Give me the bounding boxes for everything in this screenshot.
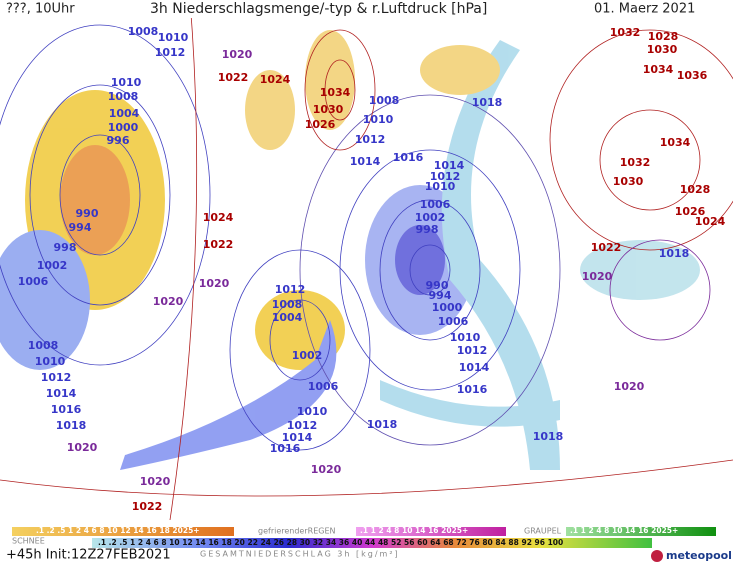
isobar-label: 1022	[132, 500, 163, 513]
graupel-scale: .1 1 2 4 8 10 14 16 2025+	[570, 526, 678, 535]
isobar-label: 1020	[199, 277, 230, 290]
header-date: 01. Maerz 2021	[594, 2, 695, 17]
isobar-label: 1024	[695, 215, 726, 228]
isobar-label: 1012	[41, 371, 72, 384]
brand: meteopool.org	[666, 549, 733, 562]
isobar-label: 1004	[272, 311, 303, 324]
isobar-label: 1020	[614, 380, 645, 393]
isobar-label: 1006	[308, 380, 339, 393]
isobar-label: 1008	[272, 298, 303, 311]
total-scale: .1 .2 .5 1 2 4 6 8 10 12 14 16 18 20 22 …	[98, 538, 563, 547]
isobar-label: 1008	[128, 25, 159, 38]
snow-label: SCHNEE	[12, 537, 45, 546]
isobar-label: 1010	[35, 355, 66, 368]
isobar-label: 1026	[675, 205, 706, 218]
isobar-label: 1000	[108, 121, 139, 134]
isobar-label: 1008	[108, 90, 139, 103]
isobar-label: 1008	[28, 339, 59, 352]
isobar-label: 1028	[648, 30, 679, 43]
isobar-label: 990	[426, 279, 449, 292]
isobar-label: 1010	[158, 31, 189, 44]
isobar-label: 1026	[305, 118, 336, 131]
run-info: +45h Init:12Z27FEB2021	[6, 548, 171, 563]
isobar-label: 1034	[643, 63, 674, 76]
header-title: 3h Niederschlagsmenge/-typ & r.Luftdruck…	[150, 1, 487, 17]
isobar-label: 1022	[203, 238, 234, 251]
isobar-label: 1020	[140, 475, 171, 488]
isobar-label: 1010	[450, 331, 481, 344]
isobar-label: 1020	[153, 295, 184, 308]
isobar-label: 1018	[659, 247, 690, 260]
isobar-label: 1012	[275, 283, 306, 296]
rain-label: gefrierenderREGEN	[258, 527, 336, 536]
isobar-label: 1016	[457, 383, 488, 396]
isobar-label: 1016	[270, 442, 301, 455]
isobar-label: 1006	[18, 275, 49, 288]
isobar-label: 990	[76, 207, 99, 220]
isobar-label: 1002	[415, 211, 446, 224]
isobar-label: 1014	[282, 431, 313, 444]
isobar-label: 1010	[297, 405, 328, 418]
isobar-label: 1018	[56, 419, 87, 432]
isobar-label: 1002	[37, 259, 68, 272]
isobar-label: 994	[69, 221, 92, 234]
isobar-label: 1034	[660, 136, 691, 149]
isobar-label: 1010	[111, 76, 142, 89]
isobar-label: 1034	[320, 86, 351, 99]
isobar-label: 1006	[420, 198, 451, 211]
isobar-label: 1036	[677, 69, 708, 82]
precip-areas	[0, 30, 700, 470]
rain-scale: .1 1 2 4 8 10 14 16 2025+	[360, 526, 468, 535]
graupel-label: GRAUPEL	[524, 527, 562, 536]
header-bar	[0, 0, 733, 18]
isobar-label: 1024	[260, 73, 291, 86]
isobar-label: 1024	[203, 211, 234, 224]
isobar-label: 1020	[222, 48, 253, 61]
isobar-label: 1014	[46, 387, 77, 400]
isobar-label: 994	[429, 289, 452, 302]
isobar-label: 998	[54, 241, 77, 254]
isobar-label: 1012	[287, 419, 318, 432]
isobars	[0, 0, 733, 521]
isobar-label: 1014	[350, 155, 381, 168]
total-label: GESAMTNIEDERSCHLAG 3h [kg/m²]	[200, 550, 400, 559]
isobar-label: 1030	[313, 103, 344, 116]
isobar-label: 1022	[218, 71, 249, 84]
isobar-label: 1016	[393, 151, 424, 164]
isobar-label: 1020	[582, 270, 613, 283]
isobar-label: 1030	[613, 175, 644, 188]
isobar-label: 998	[416, 223, 439, 236]
isobar-label: 1008	[369, 94, 400, 107]
header-left: ???, 10Uhr	[6, 2, 75, 17]
isobar-label: 1014	[459, 361, 490, 374]
isobar-label: 1018	[367, 418, 398, 431]
isobar-label: 1028	[680, 183, 711, 196]
isobar-label: 1010	[425, 180, 456, 193]
isobar-label: 1032	[620, 156, 651, 169]
isobar-label: 1020	[67, 441, 98, 454]
isobar-label: 1006	[438, 315, 469, 328]
isobar-label: 1018	[533, 430, 564, 443]
isobar-label: 1012	[155, 46, 186, 59]
isobar-label: 1018	[472, 96, 503, 109]
isobar-label: 1020	[311, 463, 342, 476]
isobar-label: 1016	[51, 403, 82, 416]
legend: .1 .2 .5 1 2 4 6 8 10 12 14 16 18 2025+ …	[0, 522, 733, 566]
isobar-label: 1012	[430, 170, 461, 183]
isobar-label: 1022	[591, 241, 622, 254]
isobar-label: 1032	[610, 26, 641, 39]
isobar-label: 996	[107, 134, 130, 147]
isobar-label: 1010	[363, 113, 394, 126]
isobar-label: 1012	[355, 133, 386, 146]
isobar-label: 1002	[292, 349, 323, 362]
isobar-label: 1000	[432, 301, 463, 314]
snow-scale: .1 .2 .5 1 2 4 6 8 10 12 14 16 18 2025+	[36, 526, 200, 535]
isobar-label: 1014	[434, 159, 465, 172]
isobar-label: 1030	[647, 43, 678, 56]
isobar-label: 1004	[109, 107, 140, 120]
isobar-label: 1012	[457, 344, 488, 357]
